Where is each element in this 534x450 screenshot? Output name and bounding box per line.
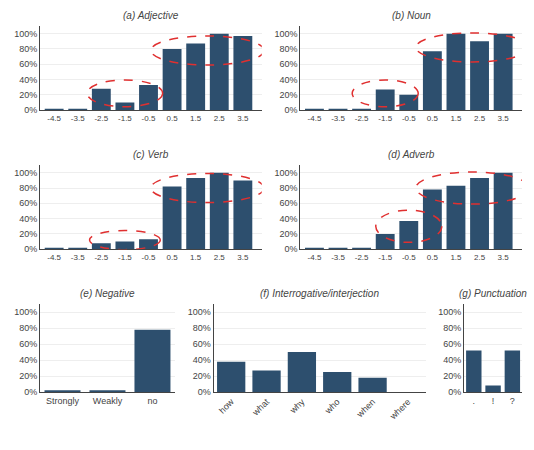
svg-text:0%: 0%: [24, 387, 37, 397]
svg-text:0%: 0%: [198, 387, 211, 397]
svg-text:20%: 20%: [193, 371, 211, 381]
svg-text:how: how: [217, 396, 236, 415]
svg-text:(a) Adjective: (a) Adjective: [123, 10, 179, 21]
svg-text:3.5: 3.5: [498, 253, 510, 262]
svg-text:100%: 100%: [438, 307, 461, 317]
svg-text:why: why: [287, 396, 306, 415]
svg-text:0.5: 0.5: [427, 114, 439, 123]
svg-text:100%: 100%: [14, 29, 37, 39]
svg-text:?: ?: [510, 396, 515, 406]
svg-text:1.5: 1.5: [190, 253, 202, 262]
svg-text:(c) Verb: (c) Verb: [133, 149, 169, 160]
svg-text:40%: 40%: [193, 355, 211, 365]
svg-text:0%: 0%: [284, 105, 297, 115]
svg-text:-2.5: -2.5: [94, 114, 108, 123]
svg-text:who: who: [322, 397, 341, 416]
svg-text:1.5: 1.5: [190, 114, 202, 123]
svg-text:80%: 80%: [193, 323, 211, 333]
svg-text:(e) Negative: (e) Negative: [80, 288, 135, 299]
svg-text:100%: 100%: [14, 307, 37, 317]
svg-text:2.5: 2.5: [474, 253, 486, 262]
svg-text:20%: 20%: [279, 229, 297, 239]
svg-text:2.5: 2.5: [214, 114, 226, 123]
svg-text:-4.5: -4.5: [308, 253, 322, 262]
svg-text:(f) Interrogative/interjection: (f) Interrogative/interjection: [260, 288, 379, 299]
svg-text:-3.5: -3.5: [331, 114, 345, 123]
svg-text:-0.5: -0.5: [402, 114, 416, 123]
svg-text:2.5: 2.5: [214, 253, 226, 262]
svg-text:40%: 40%: [19, 214, 37, 224]
svg-text:-3.5: -3.5: [331, 253, 345, 262]
svg-text:-4.5: -4.5: [47, 114, 61, 123]
svg-text:-2.5: -2.5: [94, 253, 108, 262]
svg-text:-0.5: -0.5: [142, 253, 156, 262]
svg-text:40%: 40%: [19, 75, 37, 85]
svg-text:no: no: [147, 396, 157, 406]
svg-text:-0.5: -0.5: [402, 253, 416, 262]
svg-text:100%: 100%: [188, 307, 211, 317]
svg-text:(b) Noun: (b) Noun: [392, 10, 431, 21]
svg-text:when: when: [354, 397, 377, 420]
svg-text:60%: 60%: [19, 59, 37, 69]
svg-text:Weakly: Weakly: [93, 396, 123, 406]
svg-text:what: what: [250, 396, 272, 418]
svg-text:.: .: [473, 396, 476, 406]
svg-text:100%: 100%: [14, 168, 37, 178]
svg-text:0%: 0%: [284, 244, 297, 254]
svg-text:3.5: 3.5: [237, 253, 249, 262]
svg-text:0.5: 0.5: [427, 253, 439, 262]
svg-text:80%: 80%: [19, 323, 37, 333]
svg-text:(g) Punctuation: (g) Punctuation: [459, 288, 527, 299]
svg-text:20%: 20%: [443, 371, 461, 381]
svg-text:20%: 20%: [19, 371, 37, 381]
svg-text:-2.5: -2.5: [355, 114, 369, 123]
svg-text:80%: 80%: [279, 44, 297, 54]
svg-text:40%: 40%: [279, 214, 297, 224]
svg-text:40%: 40%: [279, 75, 297, 85]
svg-text:60%: 60%: [443, 339, 461, 349]
svg-text:20%: 20%: [279, 90, 297, 100]
svg-text:40%: 40%: [443, 355, 461, 365]
svg-text:-1.5: -1.5: [378, 114, 392, 123]
svg-text:(d) Adverb: (d) Adverb: [388, 149, 435, 160]
svg-text:where: where: [387, 397, 412, 422]
svg-text:-4.5: -4.5: [308, 114, 322, 123]
svg-text:-3.5: -3.5: [71, 253, 85, 262]
svg-text:60%: 60%: [19, 339, 37, 349]
svg-text:3.5: 3.5: [237, 114, 249, 123]
svg-text:-1.5: -1.5: [118, 253, 132, 262]
svg-text:1.5: 1.5: [450, 253, 462, 262]
svg-text:!: !: [492, 396, 495, 406]
svg-text:0%: 0%: [24, 105, 37, 115]
svg-text:-0.5: -0.5: [142, 114, 156, 123]
svg-text:60%: 60%: [19, 198, 37, 208]
svg-text:80%: 80%: [19, 183, 37, 193]
svg-text:20%: 20%: [19, 229, 37, 239]
svg-text:0%: 0%: [24, 244, 37, 254]
svg-text:2.5: 2.5: [474, 114, 486, 123]
svg-text:0.5: 0.5: [167, 253, 179, 262]
svg-text:80%: 80%: [19, 44, 37, 54]
svg-text:60%: 60%: [193, 339, 211, 349]
svg-text:-4.5: -4.5: [47, 253, 61, 262]
svg-text:Strongly: Strongly: [46, 396, 80, 406]
svg-text:1.5: 1.5: [450, 114, 462, 123]
svg-text:-1.5: -1.5: [378, 253, 392, 262]
svg-text:-3.5: -3.5: [71, 114, 85, 123]
svg-text:-1.5: -1.5: [118, 114, 132, 123]
svg-text:0%: 0%: [448, 387, 461, 397]
svg-text:40%: 40%: [19, 355, 37, 365]
svg-text:20%: 20%: [19, 90, 37, 100]
svg-text:100%: 100%: [274, 29, 297, 39]
svg-text:80%: 80%: [443, 323, 461, 333]
svg-text:60%: 60%: [279, 198, 297, 208]
svg-text:3.5: 3.5: [498, 114, 510, 123]
svg-text:100%: 100%: [274, 168, 297, 178]
svg-text:80%: 80%: [279, 183, 297, 193]
svg-text:-2.5: -2.5: [355, 253, 369, 262]
svg-text:0.5: 0.5: [167, 114, 179, 123]
svg-text:60%: 60%: [279, 59, 297, 69]
